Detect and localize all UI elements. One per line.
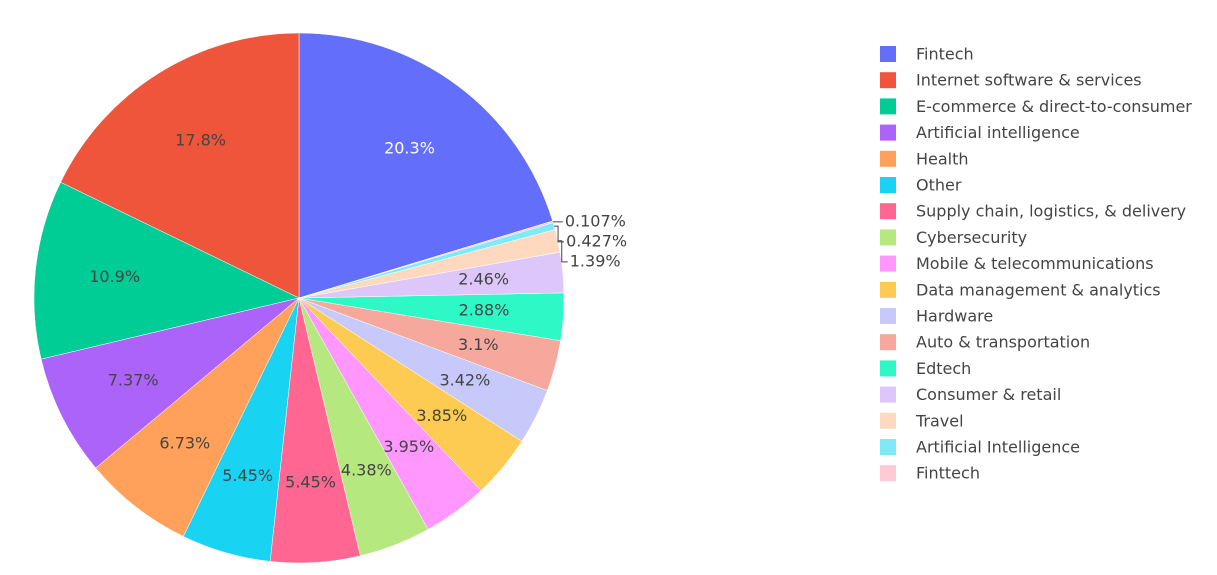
slice-label: 2.88% [459,301,510,320]
slice-label: 0.107% [565,211,626,230]
legend-item[interactable]: Finttech [880,464,980,483]
slice-label: 3.95% [383,437,434,456]
legend-label: Fintech [916,45,974,64]
legend-label: Edtech [916,359,971,378]
legend-label: Travel [915,411,964,430]
slice-label: 3.1% [458,335,499,354]
legend-swatch [880,281,896,298]
legend-label: Auto & transportation [916,333,1090,352]
legend-swatch [880,177,896,193]
legend-label: E-commerce & direct-to-consumer [916,97,1192,116]
legend-item[interactable]: Mobile & telecommunications [880,254,1154,273]
legend-swatch [880,334,896,351]
slice-label: 6.73% [159,434,210,453]
legend-swatch [880,72,896,89]
pie-slice [298,32,553,299]
legend-label: Hardware [916,307,993,326]
legend-item[interactable]: Hardware [880,307,993,326]
legend-item[interactable]: Edtech [880,359,971,378]
legend-item[interactable]: Fintech [880,45,974,64]
pie-slice [40,297,300,469]
legend-item[interactable]: E-commerce & direct-to-consumer [880,97,1192,116]
legend-swatch [880,203,896,220]
legend-item[interactable]: Other [880,176,962,195]
slice-label: 0.427% [566,231,627,250]
pie-slice [298,220,554,299]
label-leader [554,225,565,243]
legend-item[interactable]: Internet software & services [880,71,1142,90]
legend-item[interactable]: Travel [880,411,964,430]
label-leader [557,240,568,263]
legend-swatch [880,98,896,115]
legend-swatch [880,124,896,141]
legend-item[interactable]: Artificial intelligence [880,123,1080,142]
legend-swatch [880,150,896,167]
legend-swatch [880,465,896,482]
slice-label: 10.9% [89,267,140,286]
legend-item[interactable]: Supply chain, logistics, & delivery [880,202,1186,221]
legend-item[interactable]: Consumer & retail [880,385,1061,404]
legend-swatch [880,229,896,246]
slice-label: 3.85% [416,406,467,425]
legend-label: Data management & analytics [916,280,1161,299]
legend-swatch [880,46,896,62]
pie-slice [95,297,300,537]
legend-swatch [880,255,896,272]
legend-label: Mobile & telecommunications [916,254,1154,273]
legend-label: Other [916,176,962,195]
legend-item[interactable]: Auto & transportation [880,333,1090,352]
legend-label: Supply chain, logistics, & delivery [916,202,1186,221]
slice-label: 4.38% [341,460,392,479]
legend-item[interactable]: Health [880,149,969,168]
legend-label: Health [916,149,969,168]
slice-label: 5.45% [285,473,336,492]
legend-item[interactable]: Artificial Intelligence [880,438,1080,457]
legend-label: Consumer & retail [916,385,1061,404]
legend-swatch [880,386,896,403]
legend-swatch [880,412,896,429]
legend-label: Cybersecurity [916,228,1027,247]
legend-swatch [880,439,896,455]
slice-label: 17.8% [175,130,226,149]
legend-item[interactable]: Cybersecurity [880,228,1027,247]
slice-label: 3.42% [439,371,490,390]
pie-slice [60,32,300,299]
legend-label: Artificial Intelligence [916,438,1080,457]
legend-label: Internet software & services [916,71,1142,90]
pie-slice [33,181,300,360]
legend-swatch [880,308,896,324]
legend-item[interactable]: Data management & analytics [880,280,1161,299]
slice-label: 20.3% [384,138,435,157]
slice-label: 5.45% [222,466,273,485]
legend-label: Artificial intelligence [916,123,1080,142]
slice-label: 7.37% [108,371,159,390]
legend-label: Finttech [916,464,980,483]
slice-label: 1.39% [570,251,621,270]
legend-swatch [880,360,896,377]
slice-label: 2.46% [458,270,509,289]
